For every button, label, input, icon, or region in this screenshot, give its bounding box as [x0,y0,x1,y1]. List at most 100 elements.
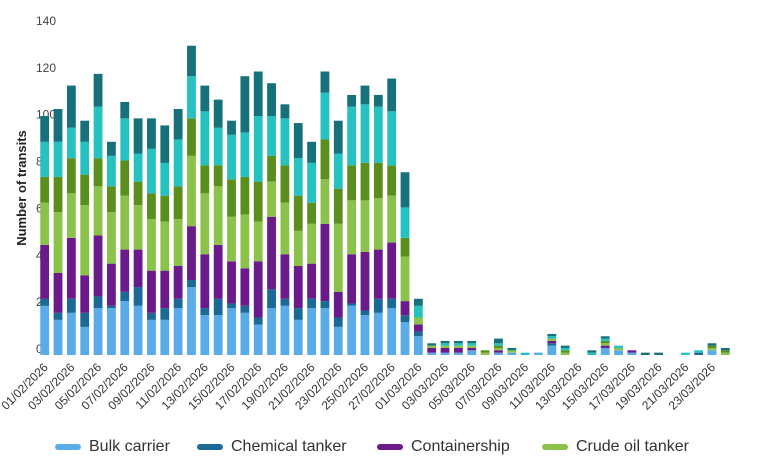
bar-segment-containership [107,263,116,306]
bar-segment-lpg-tanker [240,132,250,177]
bar-segment-other [654,352,663,355]
bar-segment-lng-tanker [93,158,103,187]
bar-segment-containership [240,268,250,306]
bar-segment-lpg-tanker [53,141,63,177]
bar-segment-lpg-tanker [614,345,623,348]
bar-segment-other [227,120,236,135]
bar-segment-bulk-carrier [360,315,370,355]
bar-segment-lpg-tanker [120,118,130,161]
bar-segment-chemical-tanker [213,298,223,316]
bar-segment-lng-tanker [480,350,490,353]
bar-segment-crude-oil-tanker [427,345,437,348]
bar-segment-chemical-tanker [187,280,196,288]
bar-segment-crude-oil-tanker [240,214,250,269]
bar-segment-bulk-carrier [293,319,303,355]
legend-swatch-crude-oil-tanker [542,444,568,450]
bar-segment-containership [120,249,130,292]
bar-segment-crude-oil-tanker [80,205,90,276]
bar-segment-chemical-tanker [160,308,170,320]
bar-segment-other [400,172,410,208]
bar-segment-lpg-tanker [347,106,357,166]
bar-segment-other [454,340,463,344]
bar-segment-other [707,343,717,346]
bar-segment-containership [427,347,437,353]
bar-segment-lpg-tanker [467,343,477,346]
bar-segment-chemical-tanker [120,291,130,302]
bar-segment-containership [467,347,477,351]
bar-segment-lpg-tanker [413,305,423,318]
bar-segment-lpg-tanker [587,352,597,355]
bar-segment-chemical-tanker [240,305,250,313]
bar-segment-lpg-tanker [40,141,50,177]
bar-segment-containership [160,270,170,309]
bar-segment-containership [387,242,397,299]
bar-segment-chemical-tanker [547,343,557,346]
bar-segment-other [373,94,383,107]
bar-segment-lng-tanker [53,176,63,213]
bar-segment-containership [307,263,316,299]
bar-segment-lpg-tanker [454,343,463,346]
bar-segment-crude-oil-tanker [293,230,303,266]
bar-segment-chemical-tanker [107,305,116,309]
bar-segment-lpg-tanker [440,343,450,346]
bar-segment-other [507,347,517,351]
bar-segment-bulk-carrier [627,352,637,355]
bar-segment-lpg-tanker [520,352,530,355]
bar-segment-lng-tanker [600,340,610,344]
bar-segment-chemical-tanker [66,298,76,313]
bar-segment-lng-tanker [253,181,263,222]
bar-segment-crude-oil-tanker [280,202,290,255]
bar-segment-other [547,333,557,337]
bar-segment-bulk-carrier [147,319,156,355]
bar-segment-crude-oil-tanker [600,343,610,346]
bar-segment-chemical-tanker [387,298,397,309]
bar-segment-lng-tanker [347,165,357,201]
bar-segment-bulk-carrier [427,352,437,355]
bar-segment-lng-tanker [320,139,330,180]
bar-segment-bulk-carrier [213,315,223,355]
bar-segment-crude-oil-tanker [360,200,370,252]
bar-segment-containership [280,254,290,299]
bar-segment-lpg-tanker [267,116,276,156]
bar-segment-crude-oil-tanker [480,352,490,355]
bar-segment-lng-tanker [227,179,236,217]
bar-segment-lng-tanker [720,350,730,353]
bar-segment-containership [333,291,343,318]
bar-segment-lpg-tanker [320,92,330,140]
bar-segment-bulk-carrier [187,287,196,355]
bar-segment-crude-oil-tanker [227,216,236,262]
bar-segment-bulk-carrier [507,352,517,355]
bar-segment-containership [253,261,263,318]
bar-segment-chemical-tanker [80,312,90,327]
bar-segment-bulk-carrier [253,324,263,355]
bar-segment-crude-oil-tanker [40,202,50,245]
bar-segment-lng-tanker [387,165,397,196]
bar-segment-containership [213,244,223,299]
bar-segment-lpg-tanker [93,106,103,159]
bar-segment-other [213,99,223,128]
bar-segment-lng-tanker [267,155,276,182]
bar-segment-bulk-carrier [333,326,343,355]
bar-segment-other [720,347,730,351]
bar-segment-lng-tanker [173,186,183,220]
bar-segment-bulk-carrier [413,336,423,355]
bar-segment-other [560,345,570,348]
bar-segment-bulk-carrier [614,350,623,355]
bar-segment-other [66,85,76,128]
bar-segment-lng-tanker [40,176,50,203]
bar-segment-lpg-tanker [680,352,690,355]
bar-segment-crude-oil-tanker [440,345,450,348]
y-tick-label: 140 [36,14,56,28]
bar-segment-lpg-tanker [200,111,210,166]
bar-segment-other [200,85,210,112]
x-axis-ticks: 01/02/202603/02/202605/02/202607/02/2026… [0,360,718,413]
bar-segment-chemical-tanker [307,298,316,309]
bar-segment-chemical-tanker [694,352,704,355]
bar-segment-lpg-tanker [373,106,383,163]
bar-segment-bulk-carrier [173,308,183,355]
bar-segment-lng-tanker [333,188,343,224]
bar-segment-bulk-carrier [373,312,383,355]
bar-segment-crude-oil-tanker [333,223,343,292]
bar-segment-other [600,336,610,339]
